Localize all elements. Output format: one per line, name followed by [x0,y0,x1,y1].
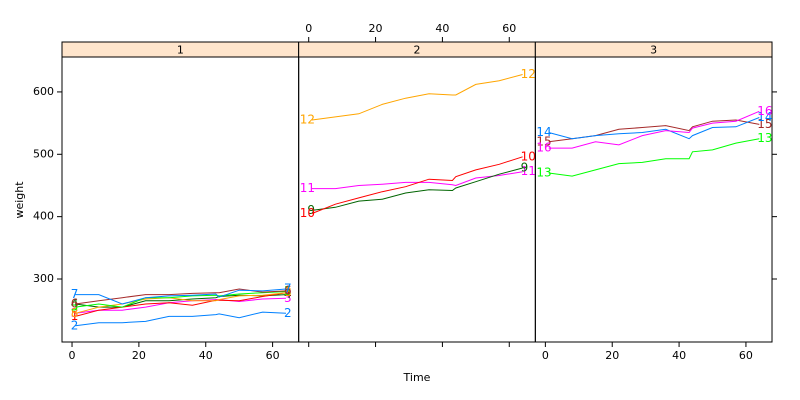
series-label: 12 [521,67,536,81]
series-label: 2 [284,306,292,320]
panel-frame [298,56,536,343]
series-line [75,291,287,308]
y-tick-label: 500 [33,147,54,160]
series-label: 6 [71,296,79,310]
series-label: 15 [536,134,551,148]
series-label: 16 [757,104,772,118]
series-label: 15 [757,117,772,131]
x-tick-label: 20 [605,349,619,362]
series-label: 11 [521,164,536,178]
series-line [548,138,760,177]
series-label: 7 [284,281,292,295]
series-label: 4 [71,296,79,310]
y-tick-label: 600 [33,85,54,98]
series-label: 9 [307,203,315,217]
x-tick-label: 40 [435,22,449,35]
strip-label: 2 [414,44,421,57]
x-tick-label: 20 [369,22,383,35]
series-line [548,110,760,149]
x-tick-label: 40 [199,349,213,362]
series-label: 9 [521,161,529,175]
series-label: 5 [284,284,292,298]
x-tick-label: 60 [266,349,280,362]
series-label: 13 [757,131,772,145]
x-tick-label: 0 [305,22,312,35]
x-tick-label: 0 [542,349,549,362]
series-label: 8 [71,306,79,320]
x-tick-label: 60 [739,349,753,362]
x-tick-label: 40 [672,349,686,362]
strip-label: 3 [650,44,657,57]
series-label: 7 [71,287,79,301]
x-axis-label: Time [403,371,431,384]
series-label: 10 [521,149,536,163]
series-line [311,167,523,211]
series-label: 5 [71,300,79,314]
strip-label: 1 [177,44,184,57]
series-label: 3 [284,291,292,305]
y-tick-label: 300 [33,272,54,285]
series-label: 13 [536,165,551,179]
series-line [311,156,523,214]
x-tick-label: 60 [502,22,516,35]
series-label: 1 [284,285,292,299]
series-label: 16 [536,141,551,155]
y-tick-label: 400 [33,210,54,223]
y-axis-label: weight [13,181,26,219]
series-line [312,171,523,190]
series-label: 6 [284,283,292,297]
series-label: 3 [71,306,79,320]
series-label: 11 [300,181,315,195]
series-label: 14 [757,110,772,124]
x-tick-label: 20 [132,349,146,362]
series-line [75,292,287,314]
series-line [75,288,287,305]
series-label: 1 [71,309,79,323]
series-label: 4 [284,287,292,301]
series-line [75,292,287,317]
series-line [548,117,760,140]
series-label: 12 [300,112,315,126]
series-line [75,311,287,327]
series-label: 2 [71,318,79,332]
series-label: 14 [536,125,551,139]
series-label: 10 [300,206,315,220]
x-tick-label: 0 [69,349,76,362]
series-line [311,74,523,121]
series-label: 8 [284,285,292,299]
panel-frame [534,56,773,343]
